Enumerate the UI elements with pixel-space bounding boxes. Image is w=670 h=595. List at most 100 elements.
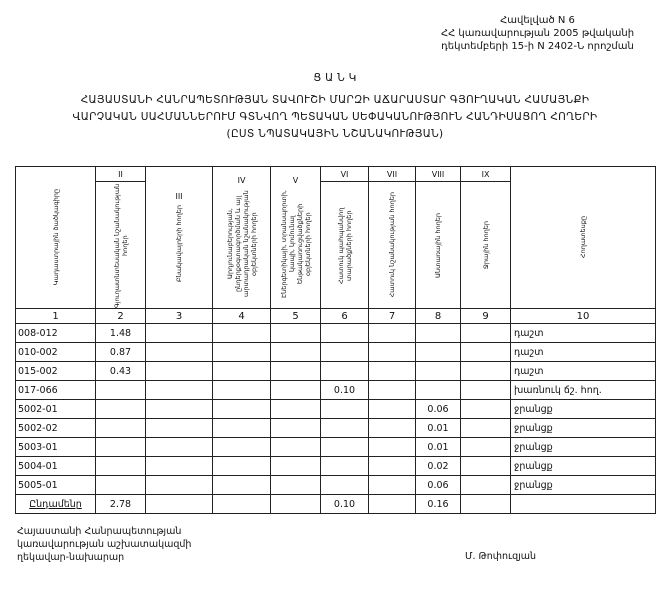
col-8-value: 0.01 [415,437,461,457]
column-number-row: 1 2 3 4 5 6 7 8 9 10 [15,308,656,324]
cell [212,475,271,495]
col-2-value [95,418,146,438]
table-row: 5005-01 0.06 ջրանցք [15,475,656,495]
col-2-value: 1.48 [95,323,146,343]
land-type: դաշտ [510,342,656,362]
cell [368,380,416,400]
cell [270,437,321,457]
cell [460,342,511,362]
cell [270,361,321,381]
header-col-2: Գյուղատնտեսական նշանակության հողեր [95,181,146,309]
land-type: ջրանցք [510,456,656,476]
col-number: 4 [212,308,271,324]
signer-title-2: կառավարության աշխատակազմի [17,539,192,550]
col-6-value [320,342,369,362]
col-2-value [95,399,146,419]
signature-block: Հայաստանի Հանրապետության կառավարության ա… [17,525,191,564]
table-row: 5002-01 0.06 ջրանցք [15,399,656,419]
cadastral-code: 5004-01 [15,456,96,476]
document-title-line-2: ՎԱՐՉԱԿԱՆ ՍԱՀՄԱՆՆԵՐՈՒՄ ԳՏՆՎՈՂ ՊԵՏԱԿԱՆ ՍԵՓ… [72,111,598,123]
total-col-6: 0.10 [320,494,369,514]
cell [212,342,271,362]
col-number: 1 [15,308,96,324]
roman-7: VII [368,166,416,182]
roman-9: IX [460,166,511,182]
col-8-value: 0.02 [415,456,461,476]
col-8-value: 0.06 [415,399,461,419]
col-8-value: 0.01 [415,418,461,438]
col-2-value [95,456,146,476]
cell [270,399,321,419]
cell [460,323,511,343]
cell [270,380,321,400]
land-type: ջրանցք [510,418,656,438]
cell [145,361,213,381]
col-8-value: 0.06 [415,475,461,495]
col-6-value [320,456,369,476]
total-row: Ընդամենը 2.78 0.10 0.16 [15,494,656,514]
header-land-type: Հողատեսքը [510,166,656,309]
cell [212,380,271,400]
annex-number: Հավելված N 6 [500,15,575,26]
cell [145,494,213,514]
signer-title-3: ղեկավար-նախարար [17,552,125,563]
land-type: դաշտ [510,323,656,343]
cadastral-code: 5002-01 [15,399,96,419]
col-6-value: 0.10 [320,380,369,400]
header-col-4: IV Արդյունաբերության, ընդերքօգտագործման և… [212,166,271,309]
table-row: 5002-02 0.01 ջրանցք [15,418,656,438]
header-col-7: Հատուկ նշանակության հողեր [368,181,416,309]
cell [212,361,271,381]
cell [460,456,511,476]
cell [368,456,416,476]
land-table: Կադաստրային ծածկագիրը II III Բնակավայրերի… [15,166,656,514]
cell [270,323,321,343]
header-col-8: Անտառային հողեր [415,181,461,309]
header-cadastral-code: Կադաստրային ծածկագիրը [15,166,96,309]
header-col-6: Հատուկ պահպանվող տարածքների հողեր [320,181,369,309]
document-heading: Ց Ա Ն Կ [313,72,357,84]
table-row: 015-002 0.43 դաշտ [15,361,656,381]
header-col-5: V Էներգետիկայի, տրանսպորտի, կապի, կոմունա… [270,166,321,309]
cell [460,475,511,495]
cell [460,399,511,419]
cell [212,437,271,457]
col-6-value [320,418,369,438]
cell [460,418,511,438]
col-number: 8 [415,308,461,324]
cell [460,361,511,381]
land-type: ջրանցք [510,475,656,495]
cell [145,418,213,438]
total-col-8: 0.16 [415,494,461,514]
header-col-3: III Բնակավայրերի հողեր [145,166,213,309]
cell [368,361,416,381]
cell [145,342,213,362]
cell [510,494,656,514]
cadastral-code: 5005-01 [15,475,96,495]
col-number: 6 [320,308,369,324]
cell [368,494,416,514]
col-6-value [320,399,369,419]
table-row: 008-012 1.48 դաշտ [15,323,656,343]
cadastral-code: 010-002 [15,342,96,362]
table-row: 5004-01 0.02 ջրանցք [15,456,656,476]
cell [212,399,271,419]
col-number: 10 [510,308,656,324]
cell [270,456,321,476]
cell [145,380,213,400]
cell [145,475,213,495]
table-row: 010-002 0.87 դաշտ [15,342,656,362]
land-type: ջրանցք [510,399,656,419]
cadastral-code: 008-012 [15,323,96,343]
cadastral-code: 015-002 [15,361,96,381]
col-6-value [320,475,369,495]
cell [460,380,511,400]
cadastral-code: 5003-01 [15,437,96,457]
col-2-value [95,380,146,400]
cell [270,475,321,495]
cadastral-code: 017-066 [15,380,96,400]
cell [460,494,511,514]
cell [368,475,416,495]
col-6-value [320,437,369,457]
roman-2: II [95,166,146,182]
